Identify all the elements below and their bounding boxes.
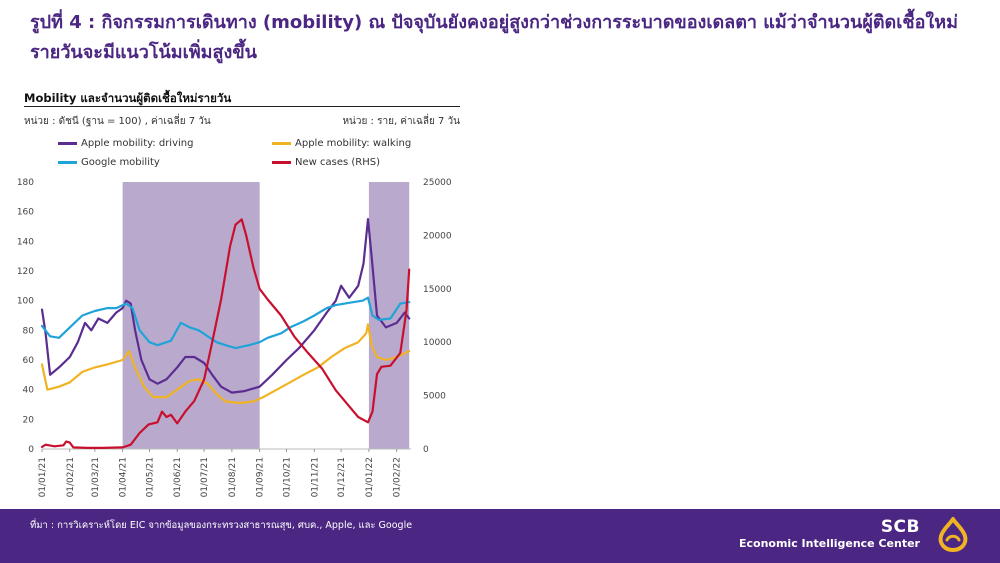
source-note: ที่มา : การวิเคราะห์โดย EIC จากข้อมูลของ… <box>30 520 413 531</box>
right-y-tick-label: 10000 <box>423 338 452 348</box>
series-line-apple-mobility-walking <box>40 323 411 405</box>
x-tick-label: 01/02/21 <box>66 457 76 497</box>
brand-subtitle: Economic Intelligence Center <box>738 537 920 550</box>
left-y-tick-label: 160 <box>17 208 34 218</box>
mobility-chart: 0 20 40 60 80 100 120 140 160 180 0 5000 10000 15000 2… <box>17 178 452 497</box>
x-tick-label: 01/03/21 <box>91 457 101 497</box>
right-y-tick-label: 5000 <box>423 392 446 402</box>
x-tick-label: 01/06/21 <box>173 457 183 497</box>
left-y-tick-label: 100 <box>17 297 34 307</box>
left-y-tick-label: 120 <box>17 267 34 277</box>
left-axis-unit: หน่วย : ดัชนี (ฐาน = 100) , ค่าเฉลี่ย 7 … <box>24 116 211 127</box>
legend-item-new-cases: New cases (RHS) <box>272 157 380 168</box>
footer-bar: ที่มา : การวิเคราะห์โดย EIC จากข้อมูลของ… <box>0 509 1000 563</box>
legend-swatch-driving <box>58 142 77 145</box>
left-y-tick-label: 80 <box>23 326 35 336</box>
scb-logo-icon <box>938 517 968 552</box>
x-tick-label: 01/02/22 <box>393 457 403 497</box>
right-y-tick-label: 25000 <box>423 178 452 188</box>
x-tick-label: 01/05/21 <box>145 457 155 497</box>
right-y-tick-label: 15000 <box>423 285 452 295</box>
x-tick-label: 01/10/21 <box>283 457 293 497</box>
legend-item-walking: Apple mobility: walking <box>272 138 411 149</box>
brand-name: SCB <box>880 517 920 537</box>
legend-swatch-google <box>58 161 77 164</box>
right-y-tick-label: 0 <box>423 445 429 455</box>
legend-item-google: Google mobility <box>58 157 160 168</box>
x-tick-label: 01/11/21 <box>310 457 320 497</box>
x-tick-label: 01/01/21 <box>38 457 48 497</box>
left-y-tick-label: 20 <box>23 415 35 425</box>
x-tick-label: 01/07/21 <box>200 457 210 497</box>
left-y-tick-label: 60 <box>23 356 35 366</box>
series-line-apple-mobility-driving <box>40 218 411 394</box>
x-tick-label: 01/01/22 <box>365 457 375 497</box>
legend-swatch-walking <box>272 142 291 145</box>
right-axis-unit: หน่วย : ราย, ค่าเฉลี่ย 7 วัน <box>342 116 460 127</box>
x-tick-label: 01/12/21 <box>337 457 347 497</box>
chart-title: Mobility และจำนวนผู้ติดเชื้อใหม่รายวัน <box>24 91 232 105</box>
chart-title-rule <box>24 106 460 107</box>
legend-label-driving: Apple mobility: driving <box>81 138 194 149</box>
page-title: รูปที่ 4 : กิจกรรมการเดินทาง (mobility) … <box>30 12 958 63</box>
legend-item-driving: Apple mobility: driving <box>58 138 193 149</box>
left-y-tick-label: 140 <box>17 237 34 247</box>
x-tick-label: 01/08/21 <box>228 457 238 497</box>
series-line-new-cases-rhs <box>40 218 411 449</box>
left-y-tick-label: 40 <box>23 386 35 396</box>
legend-label-new-cases: New cases (RHS) <box>295 157 380 168</box>
left-y-tick-label: 180 <box>17 178 34 188</box>
x-tick-label: 01/04/21 <box>119 457 129 497</box>
legend-label-walking: Apple mobility: walking <box>295 138 412 149</box>
legend-swatch-new-cases <box>272 161 291 164</box>
right-y-tick-label: 20000 <box>423 231 452 241</box>
x-tick-label: 01/09/21 <box>256 457 266 497</box>
legend-label-google: Google mobility <box>81 157 160 168</box>
left-y-tick-label: 0 <box>28 445 34 455</box>
series-line-google-mobility <box>40 296 411 350</box>
